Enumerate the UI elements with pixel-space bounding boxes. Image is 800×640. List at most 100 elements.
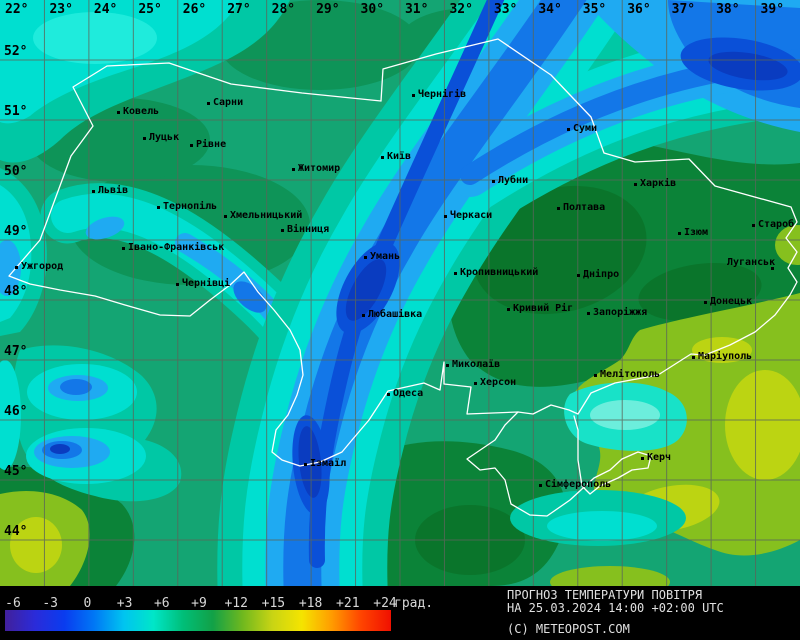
city-dot	[157, 206, 160, 209]
city-dot	[446, 364, 449, 367]
city-dot	[444, 215, 447, 218]
longitude-label: 30°	[360, 2, 385, 17]
coordinate-grid	[0, 0, 800, 586]
city-label: Сімферополь	[545, 479, 612, 490]
city-dot	[454, 272, 457, 275]
legend-tick: +12	[224, 596, 248, 611]
city-dot	[292, 168, 295, 171]
latitude-label: 48°	[4, 284, 28, 299]
city-label: Умань	[370, 251, 401, 262]
city-label: Харків	[640, 178, 677, 189]
city-label: Ужгород	[21, 261, 64, 272]
city-dot	[387, 393, 390, 396]
city-label: Київ	[387, 151, 412, 162]
city-dot	[678, 232, 681, 235]
legend-tick: +15	[261, 596, 286, 611]
legend-tick: +24	[373, 596, 397, 611]
ukraine-border	[8, 38, 798, 517]
title-block: ПРОГНОЗ ТЕМПЕРАТУРИ ПОВІТРЯ НА 25.03.202…	[507, 589, 724, 636]
copyright: (C) METEOPOST.COM	[507, 622, 630, 636]
city-dot	[176, 283, 179, 286]
longitude-label: 39°	[760, 2, 785, 17]
city-label: Тернопіль	[163, 201, 218, 212]
city-dot	[224, 215, 227, 218]
city-label: Полтава	[563, 202, 606, 213]
longitude-label: 26°	[182, 2, 207, 17]
legend-tick: +21	[336, 596, 360, 611]
city-label: Ізмаїл	[310, 458, 347, 469]
city-dot	[207, 102, 210, 105]
longitude-label: 34°	[538, 2, 562, 17]
temperature-map: 22° 23° 24° 25° 26° 27° 28° 29° 30° 31° 32° 33° 34° 3…	[0, 0, 800, 586]
city-dot	[143, 137, 146, 140]
city-label: Дніпро	[583, 269, 620, 280]
city-dot	[190, 144, 193, 147]
city-label: Рівне	[196, 139, 227, 150]
city-label: Любашівка	[368, 309, 423, 320]
city-dot	[634, 183, 637, 186]
city-label: Суми	[573, 123, 598, 134]
city-label: Запоріжжя	[593, 307, 648, 318]
city-dot	[381, 156, 384, 159]
latitude-label: 51°	[4, 104, 28, 119]
city-dot	[567, 128, 570, 131]
longitude-label: 24°	[93, 2, 118, 17]
legend-unit-label: град.	[394, 596, 434, 611]
longitude-label: 23°	[49, 2, 73, 17]
latitude-label: 45°	[4, 464, 28, 479]
city-label: Ковель	[123, 106, 160, 117]
city-dot	[539, 484, 542, 487]
city-label: Лубни	[498, 175, 529, 186]
longitude-label: 33°	[493, 2, 518, 17]
city-label: Чернівці	[182, 278, 231, 289]
longitude-label: 27°	[227, 2, 251, 17]
city-label: Мелітополь	[600, 369, 661, 380]
city-dot	[304, 463, 307, 466]
longitude-label: 35°	[582, 2, 607, 17]
city-dot	[692, 356, 695, 359]
legend-tick: +9	[191, 596, 207, 611]
city-dot	[507, 308, 510, 311]
city-dot	[364, 256, 367, 259]
city-dot	[704, 301, 707, 304]
city-label: Вінниця	[287, 224, 330, 235]
city-dot	[557, 207, 560, 210]
city-dot	[92, 190, 95, 193]
legend-tick: -3	[42, 596, 59, 611]
city-label: Одеса	[393, 388, 424, 399]
city-label: Керч	[647, 452, 672, 463]
city-label: Сарни	[213, 97, 244, 108]
city-label: Кривий Ріг	[513, 303, 574, 314]
city-dot	[594, 374, 597, 377]
temperature-gradient-bar	[5, 610, 391, 631]
city-label: Луганськ	[727, 257, 776, 268]
longitude-label: 29°	[316, 2, 340, 17]
city-label: Маріуполь	[698, 351, 753, 362]
city-dot	[122, 247, 125, 250]
city-dot	[641, 457, 644, 460]
city-dot	[771, 267, 774, 270]
city-label: Ізюм	[684, 227, 709, 238]
legend-tick: +6	[153, 596, 170, 611]
longitude-label: 37°	[671, 2, 696, 17]
longitude-label: 38°	[716, 2, 740, 17]
legend-tick: 0	[83, 596, 92, 611]
legend-tick: -6	[5, 596, 21, 611]
city-dot	[412, 94, 415, 97]
longitude-label: 28°	[271, 2, 296, 17]
forecast-title: ПРОГНОЗ ТЕМПЕРАТУРИ ПОВІТРЯ	[507, 588, 703, 602]
city-dot	[587, 312, 590, 315]
city-label: Черкаси	[450, 210, 493, 221]
longitude-label: 32°	[449, 2, 473, 17]
longitude-label: 36°	[627, 2, 651, 17]
city-dot	[577, 274, 580, 277]
legend-tick: +3	[116, 596, 133, 611]
city-label: Хмельницький	[230, 210, 303, 221]
city-label: Луцьк	[149, 132, 180, 143]
city-dot	[362, 314, 365, 317]
latitude-label: 47°	[4, 344, 28, 359]
temperature-field-canvas	[0, 0, 800, 586]
latitude-label: 50°	[4, 164, 28, 179]
city-label: Кропивницький	[460, 267, 539, 278]
